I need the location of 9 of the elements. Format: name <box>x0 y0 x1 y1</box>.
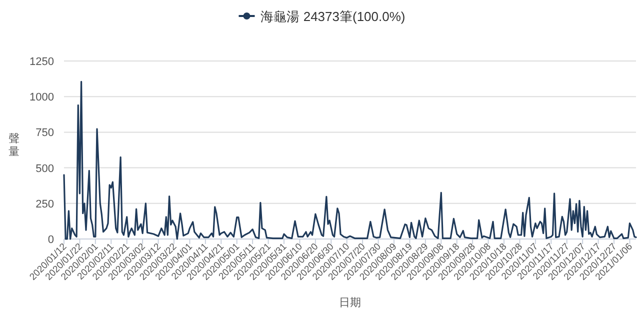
y-axis-title: 聲量 <box>8 132 20 158</box>
x-axis-title: 日期 <box>339 297 361 309</box>
y-tick-label: 1000 <box>30 92 54 104</box>
y-tick-label: 250 <box>36 198 54 210</box>
legend-label: 海龜湯 24373筆(100.0%) <box>260 9 406 24</box>
y-tick-label: 500 <box>36 162 54 175</box>
y-tick-label: 750 <box>36 127 54 140</box>
y-tick-label: 1250 <box>30 56 54 68</box>
y-tick-label: 0 <box>48 234 54 246</box>
